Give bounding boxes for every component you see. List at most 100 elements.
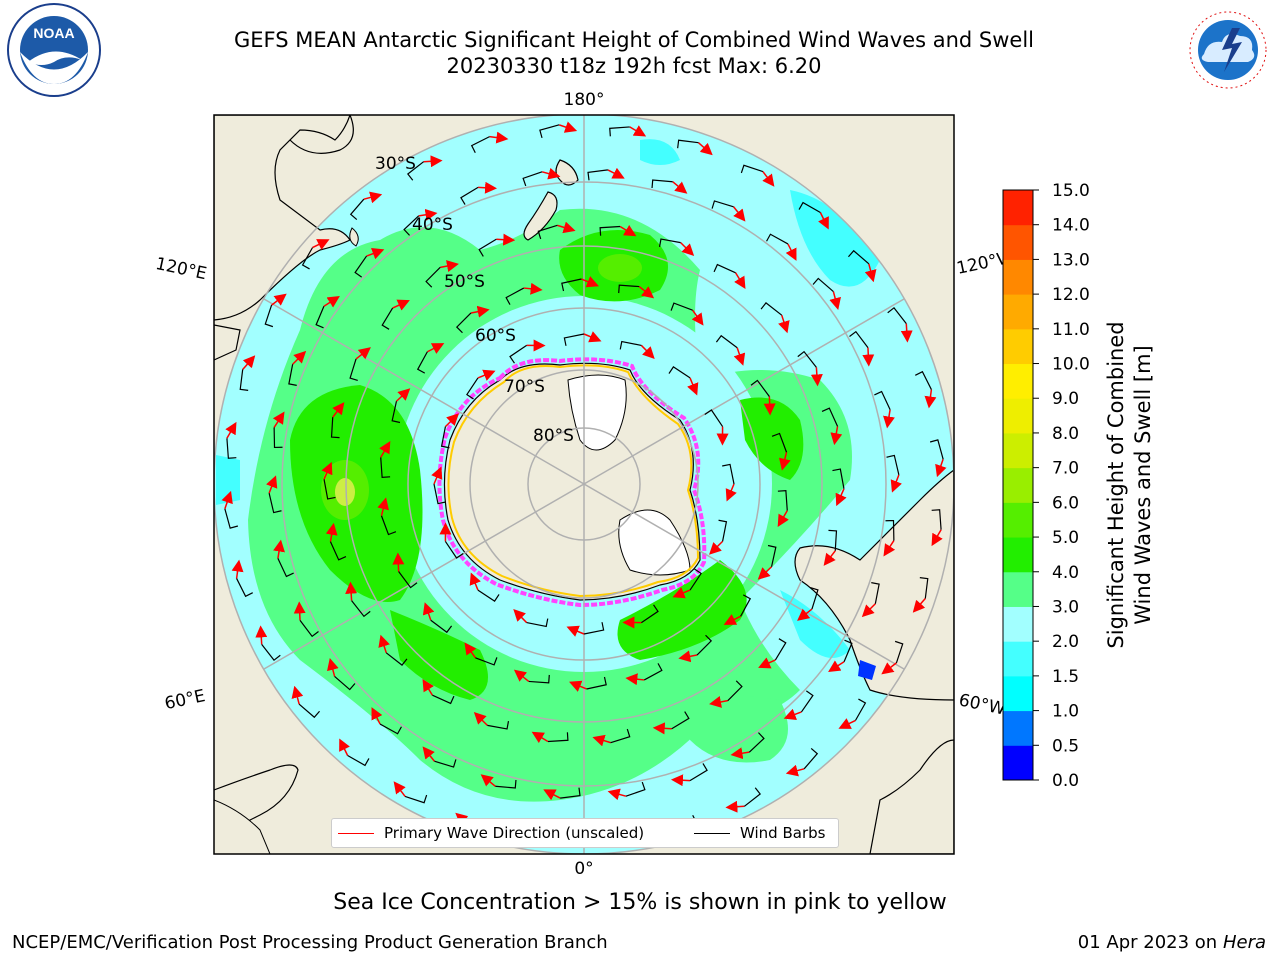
caption: Sea Ice Concentration > 15% is shown in …: [333, 890, 947, 915]
wind-barb: [803, 748, 819, 770]
wave-direction-arrow: [480, 774, 496, 787]
wind-barb: [832, 468, 845, 489]
wave-direction-arrow: [733, 347, 746, 366]
wave-direction-arrow: [541, 167, 561, 180]
colorbar-swatch: [1003, 467, 1033, 503]
sea-ice-edge: [437, 357, 707, 608]
wind-barb: [767, 544, 777, 567]
wave-direction-arrow: [523, 282, 543, 295]
wind-barb: [537, 224, 558, 240]
wave-direction-arrow: [378, 634, 390, 654]
wave-direction-arrow: [569, 680, 587, 692]
legend-entry-wave-direction: Primary Wave Direction (unscaled): [338, 824, 644, 842]
wind-barb: [750, 379, 770, 397]
wind-barb: [658, 238, 681, 248]
wave-direction-arrow: [797, 608, 813, 621]
wave-direction-arrow: [652, 722, 672, 735]
wave-direction-arrow: [830, 426, 843, 446]
wind-barb: [440, 426, 450, 449]
wind-barb: [226, 438, 237, 459]
legend-swatch-wave: [338, 832, 374, 834]
wave-direction-arrow: [697, 142, 713, 156]
wind-barb: [874, 390, 891, 410]
wave-direction-arrow: [862, 347, 875, 367]
wind-barb: [264, 304, 274, 328]
colorbar-swatch: [1003, 224, 1033, 260]
wind-barb: [354, 255, 368, 278]
wave-direction-arrow: [332, 402, 345, 418]
landmass-new-zealand-south: [523, 191, 558, 241]
wind-barb: [433, 483, 446, 505]
wind-barb: [777, 489, 788, 511]
wave-direction-arrow: [680, 242, 695, 257]
wave-direction-arrow: [489, 131, 509, 144]
colorbar-tick-label: 9.0: [1052, 389, 1079, 409]
wind-barb: [797, 350, 817, 368]
wind-barb: [774, 638, 787, 661]
wave-direction-arrow: [363, 191, 383, 204]
wind-barb: [460, 186, 479, 205]
wave-direction-arrow: [327, 658, 339, 677]
wave-direction-arrow: [469, 572, 481, 591]
colorbar-tick-label: 0.5: [1052, 736, 1079, 756]
wind-barb: [560, 787, 581, 799]
wave-direction-arrow: [678, 650, 698, 663]
wave-direction-arrow: [371, 707, 383, 725]
map-panel: 30°S 40°S 50°S 60°S 70°S 80°S: [214, 115, 954, 854]
wind-barb: [406, 161, 424, 181]
wind-barb: [475, 657, 498, 666]
wind-barb: [509, 344, 527, 364]
wave-direction-arrow: [828, 660, 845, 672]
wave-direction-arrow: [395, 388, 411, 402]
colorbar-tick-label: 15.0: [1052, 181, 1090, 201]
wave-direction-arrow: [583, 331, 602, 343]
ross-ice-shelf: [567, 374, 627, 451]
colorbar-tick-label: 3.0: [1052, 597, 1079, 617]
wind-barb: [315, 306, 325, 329]
wave-direction-arrow: [478, 181, 498, 194]
wind-barb: [748, 732, 765, 753]
wave-direction-arrow: [558, 121, 578, 133]
credit-date: 01 Apr 2023 on Hera: [1078, 932, 1266, 953]
wind-barb: [403, 215, 420, 236]
wind-barb: [704, 409, 724, 427]
legend-label-wind-barbs: Wind Barbs: [740, 824, 826, 842]
credit-machine: Hera: [1222, 932, 1266, 953]
wind-barb: [347, 754, 370, 767]
wave-direction-arrow: [366, 248, 385, 260]
wave-direction-arrow: [900, 323, 913, 343]
wind-barb: [599, 225, 621, 236]
wind-barb: [380, 515, 397, 536]
landmass-southern-africa: [869, 739, 954, 854]
wind-barb: [821, 407, 839, 427]
wave-direction-arrow: [619, 224, 637, 237]
wind-barb: [586, 676, 607, 690]
wave-direction-arrow: [672, 587, 691, 599]
noaa-logo: NOAA: [7, 3, 101, 97]
wave-direction-arrow: [291, 685, 304, 705]
colorbar-swatch: [1003, 432, 1033, 469]
wave-direction-arrow: [422, 746, 436, 762]
wind-barb: [334, 675, 356, 691]
wind-barb: [668, 366, 691, 379]
wave-direction-arrow: [592, 734, 611, 747]
wind-barb: [323, 479, 336, 500]
legend-entry-wind-barbs: Wind Barbs: [694, 824, 825, 842]
low-wave-patch: [858, 660, 876, 680]
wind-barb: [273, 427, 283, 449]
wave-direction-arrow: [242, 355, 256, 371]
wave-direction-arrow: [273, 539, 285, 559]
lat-label-50s: 50°S: [444, 272, 485, 292]
wind-barb: [740, 164, 764, 174]
lon-label-0: 0°: [574, 859, 593, 879]
wave-direction-arrow: [557, 221, 576, 234]
wind-barb: [432, 694, 455, 705]
wind-barb: [711, 200, 734, 209]
wave-direction-arrow: [392, 299, 410, 311]
landmass-australia: [214, 115, 351, 321]
colorbar-swatch: [1003, 571, 1033, 607]
wave-direction-arrow: [709, 696, 728, 708]
wind-barb: [871, 582, 880, 604]
wave-direction-arrow: [709, 540, 724, 555]
wind-barb: [391, 401, 401, 424]
